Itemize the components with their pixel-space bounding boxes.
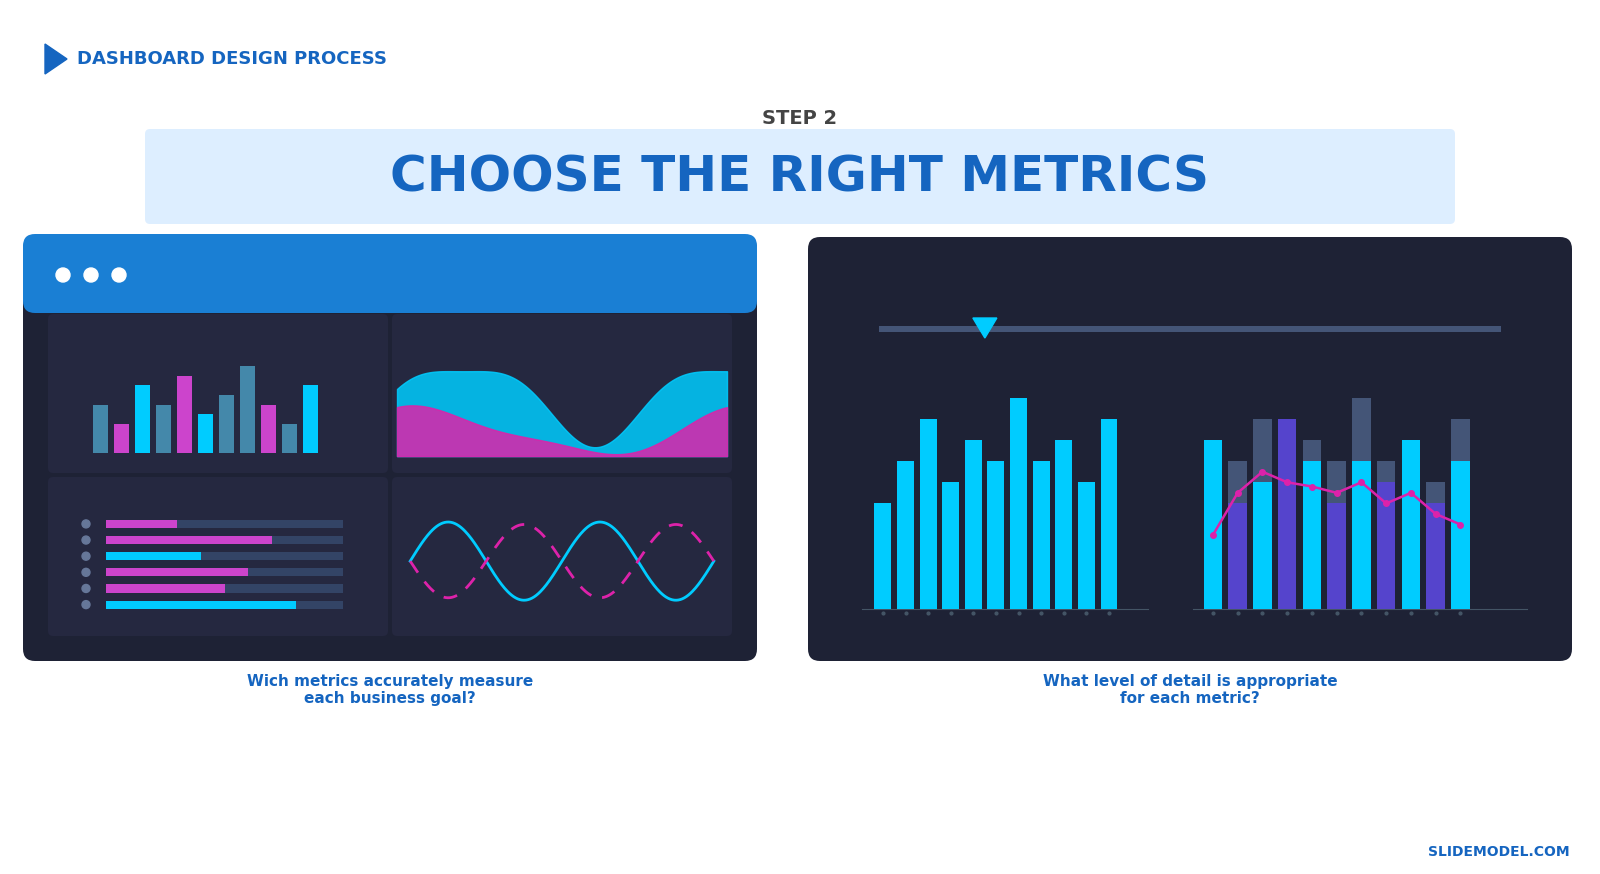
Bar bbox=[1078, 482, 1094, 609]
Bar bbox=[1253, 419, 1272, 609]
Bar bbox=[1402, 440, 1421, 609]
Bar bbox=[1056, 440, 1072, 609]
Bar bbox=[1378, 461, 1395, 609]
Bar bbox=[134, 385, 150, 453]
Bar bbox=[106, 568, 344, 576]
Bar bbox=[261, 405, 277, 453]
FancyBboxPatch shape bbox=[808, 237, 1571, 661]
Bar bbox=[875, 503, 891, 609]
Text: Wich metrics accurately measure
each business goal?: Wich metrics accurately measure each bus… bbox=[246, 674, 533, 706]
Bar bbox=[197, 414, 213, 453]
Bar bbox=[1352, 398, 1371, 609]
Polygon shape bbox=[45, 44, 67, 74]
Bar bbox=[1427, 503, 1445, 609]
Bar bbox=[1451, 419, 1470, 609]
Bar bbox=[240, 366, 256, 453]
FancyBboxPatch shape bbox=[48, 477, 387, 636]
Bar bbox=[880, 326, 1501, 332]
FancyBboxPatch shape bbox=[22, 237, 757, 661]
Bar bbox=[106, 552, 344, 560]
Circle shape bbox=[82, 568, 90, 576]
Bar bbox=[106, 520, 344, 528]
Bar bbox=[176, 376, 192, 453]
Bar bbox=[219, 395, 234, 453]
Circle shape bbox=[82, 585, 90, 593]
FancyBboxPatch shape bbox=[22, 234, 757, 313]
Circle shape bbox=[112, 268, 126, 282]
Circle shape bbox=[82, 520, 90, 528]
Circle shape bbox=[82, 552, 90, 560]
Bar bbox=[1328, 461, 1346, 609]
Bar bbox=[1378, 482, 1395, 609]
Bar bbox=[106, 552, 202, 560]
Bar bbox=[1010, 398, 1027, 609]
Bar bbox=[1278, 482, 1296, 609]
Bar bbox=[93, 405, 109, 453]
Circle shape bbox=[82, 536, 90, 544]
Bar bbox=[1427, 482, 1445, 609]
Bar bbox=[1302, 461, 1322, 609]
Bar bbox=[106, 585, 224, 593]
Bar bbox=[106, 585, 344, 593]
Bar bbox=[114, 424, 130, 453]
Text: STEP 2: STEP 2 bbox=[763, 109, 837, 128]
Bar bbox=[1328, 503, 1346, 609]
Bar bbox=[106, 536, 344, 545]
Bar bbox=[302, 385, 318, 453]
Bar bbox=[1253, 482, 1272, 609]
Bar bbox=[920, 419, 936, 609]
Bar bbox=[987, 461, 1005, 609]
Bar bbox=[898, 461, 914, 609]
Bar bbox=[106, 568, 248, 576]
Bar bbox=[282, 424, 298, 453]
Bar bbox=[106, 600, 344, 608]
Text: What level of detail is appropriate
for each metric?: What level of detail is appropriate for … bbox=[1043, 674, 1338, 706]
Bar bbox=[1229, 503, 1246, 609]
Bar bbox=[1203, 440, 1222, 609]
Circle shape bbox=[56, 268, 70, 282]
FancyBboxPatch shape bbox=[48, 314, 387, 473]
Bar bbox=[1302, 440, 1322, 609]
Bar bbox=[1032, 461, 1050, 609]
Bar bbox=[1229, 461, 1246, 609]
Polygon shape bbox=[973, 318, 997, 338]
Circle shape bbox=[82, 600, 90, 608]
Bar bbox=[1402, 440, 1421, 609]
Bar bbox=[942, 482, 960, 609]
Bar bbox=[1451, 461, 1470, 609]
Bar bbox=[1203, 503, 1222, 609]
Bar bbox=[1101, 419, 1117, 609]
Text: DASHBOARD DESIGN PROCESS: DASHBOARD DESIGN PROCESS bbox=[77, 50, 387, 68]
Circle shape bbox=[83, 268, 98, 282]
Bar bbox=[106, 520, 178, 528]
Bar bbox=[106, 600, 296, 608]
Bar bbox=[106, 536, 272, 545]
Text: SLIDEMODEL.COM: SLIDEMODEL.COM bbox=[1429, 845, 1570, 859]
FancyBboxPatch shape bbox=[392, 314, 733, 473]
FancyBboxPatch shape bbox=[392, 477, 733, 636]
Text: CHOOSE THE RIGHT METRICS: CHOOSE THE RIGHT METRICS bbox=[390, 153, 1210, 201]
Bar bbox=[965, 440, 982, 609]
Bar bbox=[155, 405, 171, 453]
FancyBboxPatch shape bbox=[146, 129, 1454, 224]
Bar bbox=[1352, 461, 1371, 609]
Bar bbox=[1278, 419, 1296, 609]
